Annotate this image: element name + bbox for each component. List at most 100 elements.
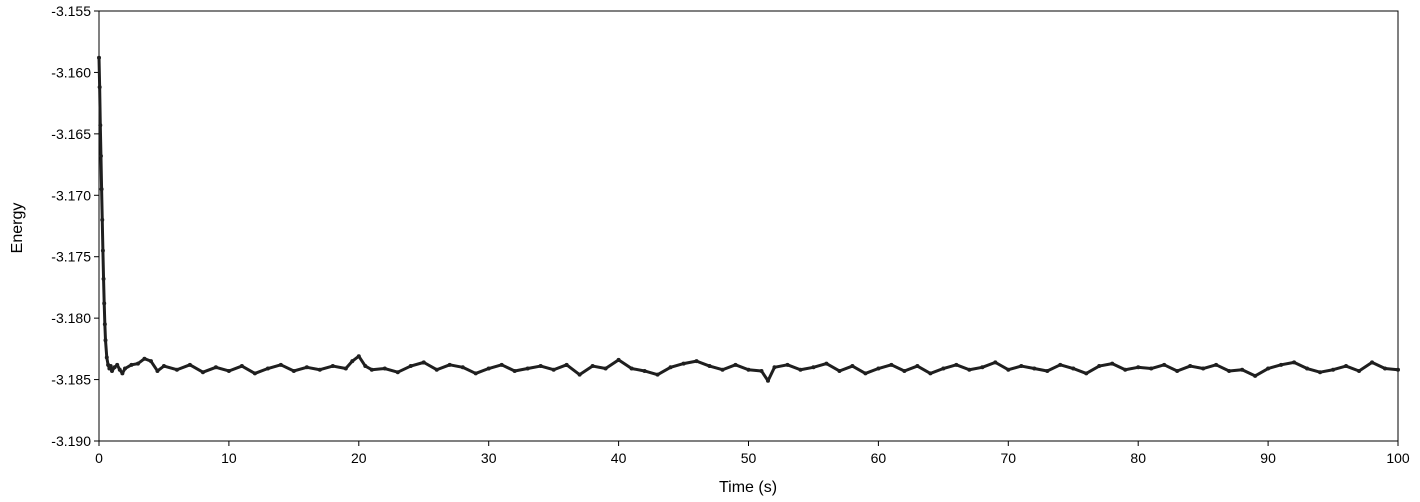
data-point: [1019, 364, 1024, 369]
data-point: [538, 364, 543, 369]
data-point: [954, 362, 959, 367]
data-point: [1058, 362, 1063, 367]
data-point: [447, 362, 452, 367]
data-point: [1253, 373, 1258, 378]
data-point: [330, 364, 335, 369]
y-tick-label: -3.180: [51, 310, 91, 326]
data-point: [694, 359, 699, 364]
data-point: [746, 367, 751, 372]
y-tick-label: -3.160: [51, 64, 91, 80]
x-tick-label: 10: [221, 450, 237, 466]
data-point: [187, 362, 192, 367]
data-point: [733, 362, 738, 367]
data-point: [101, 276, 106, 281]
y-tick-label: -3.190: [51, 433, 91, 449]
data-point: [1279, 362, 1284, 367]
data-point: [99, 187, 104, 192]
data-point: [681, 361, 686, 366]
data-point: [109, 368, 114, 373]
data-point: [239, 364, 244, 369]
data-point: [811, 365, 816, 370]
data-point: [200, 370, 205, 375]
data-point: [97, 55, 101, 60]
data-point: [1032, 366, 1037, 371]
x-tick-label: 20: [351, 450, 367, 466]
data-point: [102, 322, 107, 327]
data-point: [1084, 371, 1089, 376]
data-point: [100, 248, 105, 253]
data-point: [97, 85, 102, 90]
x-tick-label: 100: [1386, 450, 1410, 466]
data-point: [655, 372, 660, 377]
data-point: [850, 364, 855, 369]
x-tick-label: 40: [611, 450, 627, 466]
y-tick-label: -3.185: [51, 372, 91, 388]
data-point: [1214, 362, 1219, 367]
data-point: [772, 365, 777, 370]
data-point: [252, 371, 257, 376]
data-point: [1201, 366, 1206, 371]
x-tick-label: 80: [1130, 450, 1146, 466]
plot-area: [98, 10, 1399, 442]
data-point: [421, 360, 426, 365]
x-tick-label: 90: [1260, 450, 1276, 466]
y-tick-label: -3.155: [51, 3, 91, 19]
data-point: [1110, 361, 1115, 366]
data-point: [1123, 367, 1128, 372]
data-point: [967, 367, 972, 372]
y-tick-label: -3.175: [51, 249, 91, 265]
data-point: [291, 368, 296, 373]
data-point: [486, 366, 491, 371]
data-point: [980, 365, 985, 370]
data-point: [161, 364, 166, 369]
data-point: [265, 366, 270, 371]
data-point: [356, 354, 361, 359]
data-point: [1396, 367, 1400, 372]
data-point: [915, 364, 920, 369]
data-point: [941, 366, 946, 371]
data-point: [707, 364, 712, 369]
data-point: [1318, 370, 1323, 375]
data-point: [369, 367, 374, 372]
data-point: [902, 368, 907, 373]
data-point: [98, 123, 103, 128]
data-point: [577, 372, 582, 377]
data-point: [1292, 360, 1297, 365]
data-point: [889, 362, 894, 367]
data-point: [213, 365, 218, 370]
data-point: [642, 368, 647, 373]
data-point: [122, 366, 127, 371]
data-point: [408, 364, 413, 369]
data-point: [108, 364, 113, 369]
data-point: [1383, 366, 1388, 371]
data-point: [720, 367, 725, 372]
data-point: [1175, 368, 1180, 373]
data-point: [863, 371, 868, 376]
data-point: [1240, 367, 1245, 372]
data-point: [993, 360, 998, 365]
data-point: [785, 362, 790, 367]
data-point: [155, 368, 160, 373]
y-axis-ticks: -3.155 -3.160 -3.165 -3.170 -3.175 -3.180 -3.1…: [51, 3, 99, 449]
data-point: [174, 367, 179, 372]
data-point: [616, 357, 621, 362]
data-point: [135, 361, 140, 366]
data-point: [1331, 367, 1336, 372]
data-point: [350, 359, 355, 364]
data-point: [1149, 366, 1154, 371]
x-tick-label: 30: [481, 450, 497, 466]
x-tick-label: 0: [95, 450, 103, 466]
data-point: [343, 366, 348, 371]
data-point: [603, 366, 608, 371]
data-point: [1344, 364, 1349, 369]
data-point: [759, 368, 764, 373]
data-point: [278, 362, 283, 367]
data-point: [460, 365, 465, 370]
data-point: [512, 368, 517, 373]
data-point: [1370, 360, 1375, 365]
data-point: [100, 217, 105, 222]
data-point: [304, 365, 309, 370]
data-point: [148, 359, 153, 364]
data-point: [1357, 368, 1362, 373]
data-point: [876, 366, 881, 371]
